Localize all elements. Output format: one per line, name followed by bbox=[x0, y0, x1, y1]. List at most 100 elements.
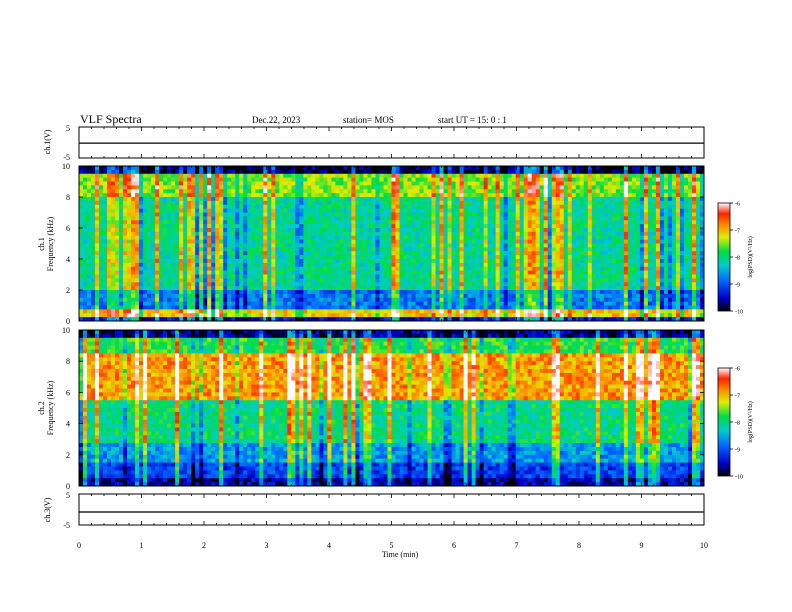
spectrogram-cell bbox=[527, 262, 533, 268]
spectrogram-cell bbox=[331, 305, 336, 310]
spectrogram-cell bbox=[79, 231, 84, 237]
spectrogram-cell bbox=[223, 270, 228, 275]
spectrogram-cell bbox=[535, 189, 541, 194]
spectrogram-cell bbox=[375, 290, 380, 295]
spectrogram-cell bbox=[139, 173, 144, 179]
spectrogram-cell bbox=[387, 228, 392, 233]
spectrogram-cell bbox=[279, 208, 284, 213]
spectrogram-cell bbox=[187, 247, 192, 252]
spectrogram-cell bbox=[563, 262, 569, 268]
spectrogram-cell bbox=[431, 301, 436, 306]
spectrogram-cell bbox=[207, 286, 212, 291]
spectrogram-cell bbox=[267, 286, 272, 291]
spectrogram-cell bbox=[279, 200, 284, 206]
spectrogram-cell bbox=[231, 313, 236, 318]
spectrogram-cell bbox=[355, 247, 360, 252]
figure-title: VLF Spectra bbox=[80, 112, 142, 126]
spectrogram-cell bbox=[539, 189, 545, 194]
spectrogram-cell bbox=[535, 247, 541, 252]
spectrogram-cell bbox=[83, 305, 88, 310]
spectrogram-cell bbox=[467, 293, 473, 299]
spectrogram-cell bbox=[159, 200, 164, 206]
spectrogram-cell bbox=[263, 266, 268, 272]
spectrogram-cell bbox=[551, 270, 557, 275]
spectrogram-cell bbox=[527, 212, 533, 217]
spectrogram-cell bbox=[315, 243, 320, 248]
spectrogram-cell bbox=[327, 220, 332, 225]
spectrogram-cell bbox=[315, 204, 320, 210]
spectrogram-cell bbox=[171, 305, 176, 310]
spectrogram-cell bbox=[195, 270, 200, 275]
spectrogram-cell bbox=[135, 216, 140, 221]
spectrogram-cell bbox=[335, 208, 340, 213]
spectrogram-cell bbox=[543, 212, 549, 217]
spectrogram-cell bbox=[391, 185, 396, 190]
spectrogram-cell bbox=[223, 278, 228, 283]
spectrogram-cell bbox=[547, 313, 553, 318]
spectrogram-cell bbox=[367, 200, 372, 206]
spectrogram-cell bbox=[363, 290, 368, 295]
spectrogram-cell bbox=[123, 251, 128, 256]
spectrogram-cell bbox=[303, 274, 308, 279]
spectrogram-cell bbox=[319, 282, 324, 287]
spectrogram-cell bbox=[299, 208, 304, 213]
spectrogram-cell bbox=[323, 259, 328, 264]
spectrogram-cell bbox=[367, 259, 372, 264]
spectrogram-cell bbox=[539, 290, 545, 295]
spectrogram-cell bbox=[427, 228, 432, 233]
spectrogram-cell bbox=[83, 270, 88, 275]
spectrogram-cell bbox=[167, 204, 172, 210]
spectrogram-cell bbox=[143, 181, 148, 186]
spectrogram-cell bbox=[463, 235, 469, 241]
spectrogram-cell bbox=[431, 297, 436, 303]
spectrogram-cell bbox=[159, 274, 164, 279]
spectrogram-cell bbox=[323, 266, 328, 272]
ch1-voltage-ticks bbox=[78, 127, 705, 158]
spectrogram-cell bbox=[555, 278, 561, 283]
spectrogram-cell bbox=[203, 309, 208, 314]
spectrogram-cell bbox=[535, 274, 541, 279]
spectrogram-cell bbox=[91, 251, 96, 256]
spectrogram-cell bbox=[491, 231, 497, 237]
spectrogram-cell bbox=[79, 220, 84, 225]
spectrogram-cell bbox=[523, 274, 529, 279]
spectrogram-cell bbox=[527, 278, 533, 283]
spectrogram-cell bbox=[311, 231, 316, 237]
spectrogram-cell bbox=[279, 243, 284, 248]
spectrogram-cell bbox=[127, 239, 132, 244]
spectrogram-cell bbox=[495, 293, 501, 299]
spectrogram-cell bbox=[319, 235, 324, 241]
spectrogram-cell bbox=[215, 290, 220, 295]
spectrogram-cell bbox=[331, 317, 336, 322]
spectrogram-cell bbox=[147, 181, 152, 186]
spectrogram-cell bbox=[487, 235, 493, 241]
spectrogram-cell bbox=[107, 286, 112, 291]
spectrogram-cell bbox=[555, 166, 561, 171]
spectrogram-cell bbox=[523, 200, 529, 206]
spectrogram-cell bbox=[491, 274, 497, 279]
spectrogram-cell bbox=[115, 216, 120, 221]
spectrogram-cell bbox=[383, 212, 388, 217]
spectrogram-cell bbox=[443, 181, 448, 186]
spectrogram-cell bbox=[83, 220, 88, 225]
spectrogram-cell bbox=[135, 200, 140, 206]
spectrogram-cell bbox=[143, 197, 148, 202]
spectrogram-cell bbox=[563, 278, 569, 283]
spectrogram-cell bbox=[183, 270, 188, 275]
spectrogram-cell bbox=[179, 278, 184, 283]
spectrogram-cell bbox=[559, 189, 565, 194]
spectrogram-cell bbox=[127, 301, 132, 306]
spectrogram-cell bbox=[555, 286, 561, 291]
spectrogram-cell bbox=[379, 313, 384, 318]
spectrogram-cell bbox=[127, 313, 132, 318]
spectrogram-cell bbox=[159, 309, 164, 314]
spectrogram-cell bbox=[427, 259, 432, 264]
spectrogram-cell bbox=[315, 266, 320, 272]
spectrogram-cell bbox=[331, 169, 336, 175]
spectrogram-cell bbox=[147, 169, 152, 175]
spectrogram-cell bbox=[323, 309, 328, 314]
spectrogram-cell bbox=[375, 231, 380, 237]
spectrogram-cell bbox=[419, 262, 424, 268]
spectrogram-cell bbox=[399, 197, 404, 202]
spectrogram-cell bbox=[187, 301, 192, 306]
